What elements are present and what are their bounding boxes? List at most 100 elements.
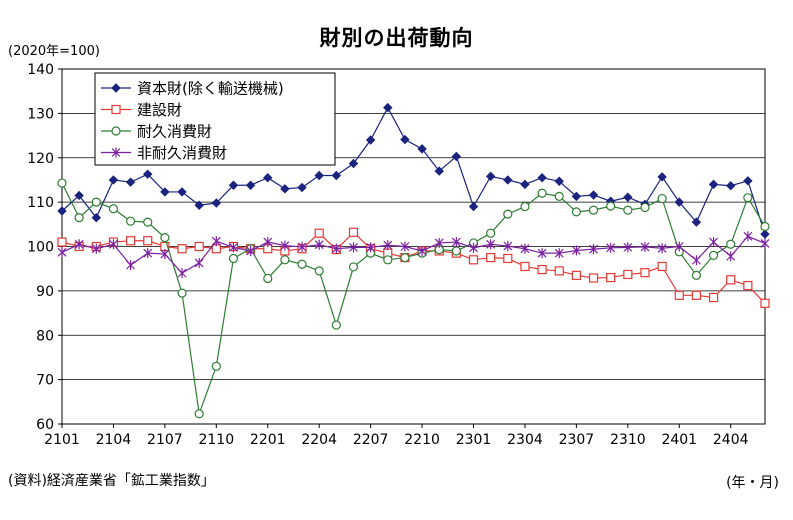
source-note: (資料)経済産業省「鉱工業指数」 — [8, 473, 215, 489]
series-1-point-2110 — [211, 198, 222, 208]
series-1-point-2402 — [691, 217, 702, 227]
series-1-point-2106 — [143, 169, 153, 179]
series-1-point-2401 — [674, 197, 684, 207]
series-3-point-2303 — [503, 209, 513, 219]
series-3-point-2208 — [383, 255, 393, 265]
x-tick-label-2104: 2104 — [96, 432, 132, 448]
series-2-point-2302 — [486, 252, 496, 263]
series-4-point-2307 — [571, 245, 581, 256]
legend-label-2: 建設財 — [137, 101, 182, 119]
series-2-point-2304 — [520, 261, 530, 272]
series-3-point-2206 — [348, 262, 359, 272]
series-3-point-2103 — [91, 197, 101, 207]
series-2-point-2101 — [57, 237, 67, 247]
series-1-point-2306 — [554, 176, 564, 186]
series-3-point-2111 — [228, 253, 239, 264]
y-tick-label-110: 110 — [27, 195, 54, 211]
series-3-point-2312 — [657, 193, 667, 204]
series-4-point-2203 — [297, 241, 307, 252]
series-3 — [57, 178, 770, 419]
series-3-point-2402 — [691, 270, 702, 280]
series-3-point-2106 — [143, 217, 153, 227]
series-4-point-2210 — [417, 245, 427, 256]
series-4-point-2106 — [143, 248, 153, 259]
series-1-point-2206 — [348, 158, 359, 169]
series-3-point-2310 — [623, 205, 633, 215]
series-2-point-2403 — [708, 292, 719, 303]
legend-marker-4 — [111, 147, 121, 158]
series-2-point-2308 — [588, 273, 599, 283]
series-3-point-2110 — [211, 361, 221, 371]
x-tick-label-2401: 2401 — [661, 432, 697, 448]
legend-label-4: 非耐久消費財 — [137, 144, 227, 162]
series-1-point-2112 — [245, 180, 256, 190]
series-4 — [57, 231, 770, 279]
x-tick-label-2101: 2101 — [44, 432, 80, 448]
series-2-point-2405 — [743, 280, 753, 291]
series-1-point-2108 — [177, 187, 187, 197]
series-3-point-2109 — [194, 409, 204, 419]
series-4-point-2303 — [503, 241, 513, 252]
series-1-point-2406 — [760, 229, 770, 239]
y-tick-label-140: 140 — [27, 62, 54, 78]
series-3-point-2305 — [537, 188, 547, 198]
series-3-point-2204 — [314, 266, 324, 276]
series-4-point-2302 — [486, 239, 496, 250]
y-tick-label-70: 70 — [36, 373, 54, 389]
series-3-point-2306 — [554, 191, 564, 201]
series-2-point-2109 — [194, 241, 204, 252]
series-3-point-2304 — [520, 201, 530, 212]
series-1-point-2209 — [400, 134, 410, 145]
x-tick-label-2207: 2207 — [353, 432, 389, 448]
series-1-point-2301 — [468, 201, 479, 212]
series-3-point-2209 — [400, 252, 410, 263]
legend-label-3: 耐久消費財 — [137, 123, 212, 141]
series-2-point-2311 — [640, 268, 650, 278]
series-4-point-2301 — [469, 242, 478, 253]
series-2-point-2303 — [503, 253, 513, 264]
series-4-point-2111 — [229, 242, 238, 253]
series-1-point-2109 — [194, 200, 204, 210]
series-4-point-2211 — [434, 237, 444, 248]
series-2-point-2108 — [177, 244, 187, 254]
series-4-point-2309 — [606, 242, 616, 253]
legend-box — [94, 72, 336, 166]
series-1-point-2403 — [708, 179, 719, 190]
series-2-point-2306 — [554, 266, 564, 276]
series-4-point-2207 — [366, 242, 376, 253]
series-3-point-2102 — [74, 213, 84, 223]
series-4-point-2403 — [709, 237, 718, 248]
series-3-point-2302 — [486, 228, 496, 238]
y-tick-label-100: 100 — [27, 240, 54, 256]
series-2-point-2105 — [125, 236, 136, 246]
y-axis: 60 70 80 90 100 110 120 130 140 — [27, 62, 62, 433]
series-1-point-2208 — [383, 102, 393, 113]
series-3-point-2202 — [280, 255, 290, 265]
series-1-point-2308 — [588, 190, 599, 200]
series-2-point-2204 — [314, 228, 324, 238]
series-3-point-2311 — [640, 202, 650, 213]
series-4-point-2110 — [211, 236, 221, 247]
series-1-point-2305 — [537, 173, 547, 183]
series-4-point-2206 — [349, 242, 358, 253]
series-4-point-2208 — [383, 240, 393, 251]
chart-title: 財別の出荷動向 — [319, 26, 474, 50]
series-4-point-2312 — [657, 243, 667, 254]
series-1-point-2205 — [331, 170, 342, 181]
series-2-point-2305 — [537, 264, 547, 275]
series-1-point-2204 — [314, 170, 324, 181]
series-2-point-2309 — [606, 272, 616, 283]
series-4-point-2304 — [520, 243, 530, 254]
series-1-point-2102 — [74, 190, 84, 201]
series-1-point-2203 — [297, 182, 307, 193]
series-4-point-2107 — [160, 249, 170, 260]
series-1-point-2312 — [657, 172, 667, 182]
series-4-point-2212 — [451, 237, 461, 248]
series-4-point-2306 — [554, 248, 564, 259]
series-1 — [57, 102, 770, 239]
series-1-point-2103 — [91, 212, 101, 223]
series-1-point-2101 — [57, 206, 67, 216]
series-1-point-2207 — [365, 135, 376, 145]
x-tick-label-2304: 2304 — [507, 432, 543, 448]
